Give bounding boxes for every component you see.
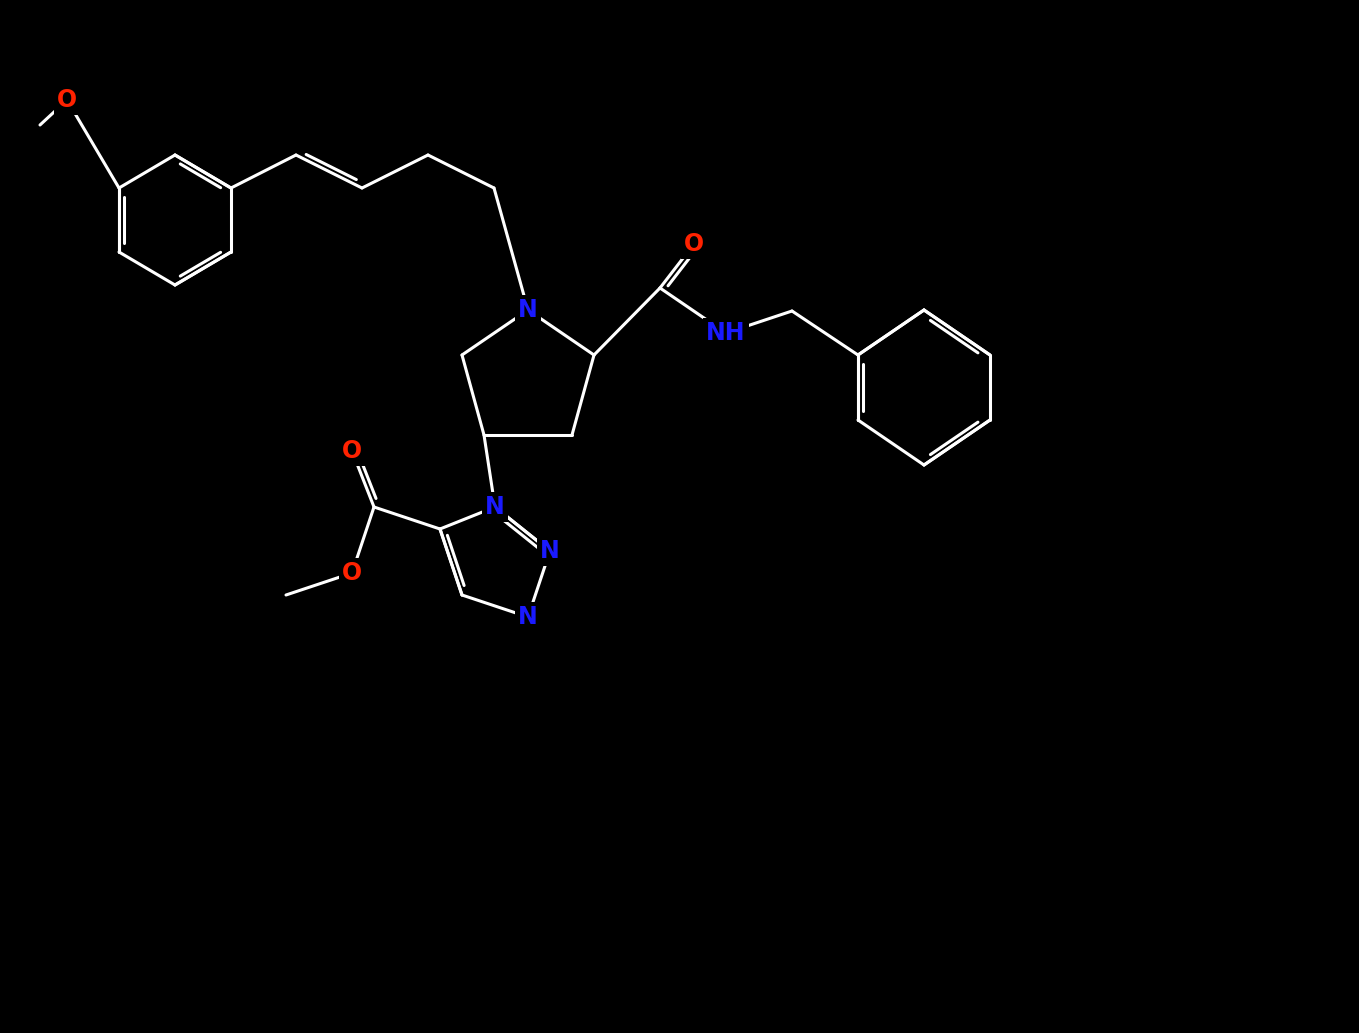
- Text: O: O: [57, 88, 77, 112]
- Text: N: N: [518, 605, 538, 629]
- Text: N: N: [540, 539, 560, 563]
- Text: NH: NH: [707, 321, 746, 345]
- Text: N: N: [518, 298, 538, 322]
- Text: O: O: [342, 561, 361, 585]
- Text: N: N: [485, 495, 506, 519]
- Text: O: O: [342, 439, 361, 463]
- Text: O: O: [684, 232, 704, 256]
